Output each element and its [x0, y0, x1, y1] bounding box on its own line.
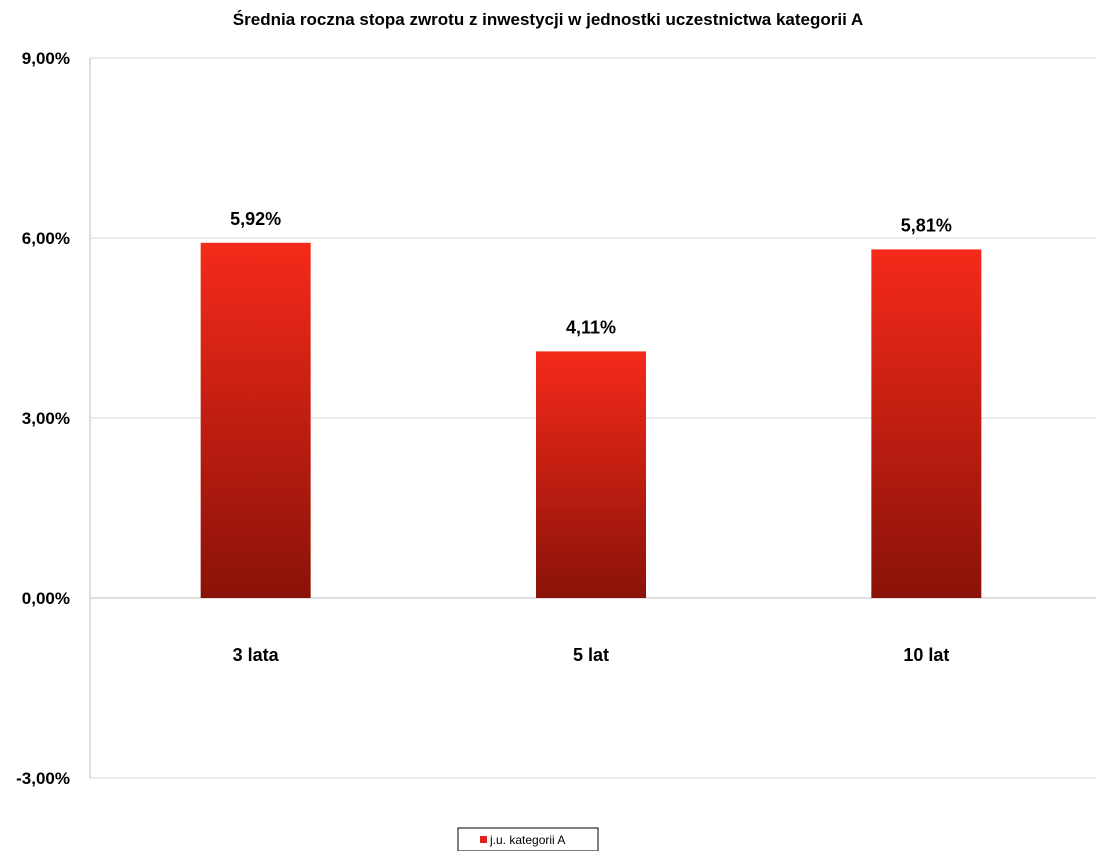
y-tick-label: -3,00% — [16, 769, 70, 788]
data-label: 5,81% — [901, 215, 952, 235]
legend-label: j.u. kategorii A — [489, 833, 565, 847]
legend-swatch — [480, 836, 487, 843]
y-tick-label: 6,00% — [22, 229, 70, 248]
y-axis-ticks: 9,00% 6,00% 3,00% 0,00% -3,00% — [16, 49, 70, 788]
x-tick-label: 5 lat — [573, 645, 609, 665]
data-labels: 5,92% 4,11% 5,81% — [230, 209, 952, 338]
bars — [200, 242, 982, 599]
data-label: 5,92% — [230, 209, 281, 229]
bar — [200, 242, 311, 599]
legend-box — [457, 827, 599, 851]
y-tick-label: 9,00% — [22, 49, 70, 68]
data-label: 4,11% — [566, 317, 616, 337]
bar — [536, 351, 646, 598]
legend: j.u. kategorii A — [457, 827, 599, 851]
x-tick-label: 10 lat — [903, 645, 949, 665]
y-tick-label: 0,00% — [22, 589, 70, 608]
bar — [871, 249, 982, 598]
x-axis-ticks: 3 lata 5 lat 10 lat — [233, 645, 950, 665]
y-tick-label: 3,00% — [22, 409, 70, 428]
x-tick-label: 3 lata — [233, 645, 280, 665]
chart-title: Średnia roczna stopa zwrotu z inwestycji… — [233, 10, 863, 29]
